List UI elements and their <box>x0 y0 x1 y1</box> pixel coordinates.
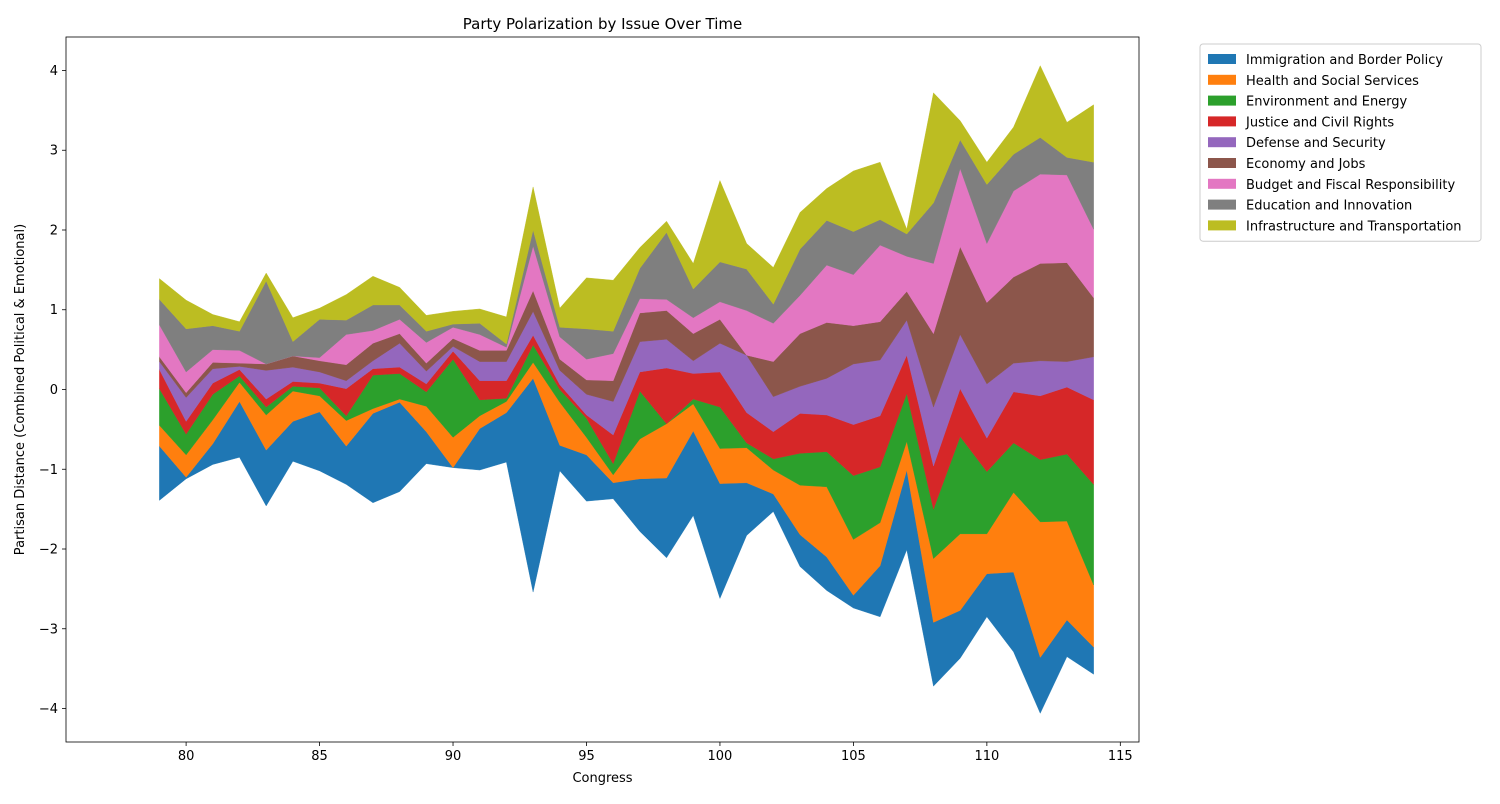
y-tick-label: 2 <box>50 223 58 238</box>
area-series-9 <box>159 65 1094 345</box>
legend-swatch-3 <box>1208 95 1236 106</box>
x-tick-label: 85 <box>311 749 328 764</box>
y-tick-label: −3 <box>39 622 58 637</box>
x-tick-label: 90 <box>445 749 462 764</box>
y-tick-label: 1 <box>50 303 58 318</box>
legend-box <box>1199 43 1482 242</box>
legend-label-5: Defense and Security <box>1246 136 1386 151</box>
chart-title: Party Polarization by Issue Over Time <box>463 15 743 33</box>
legend-swatch-2 <box>1208 74 1236 85</box>
legend-label-1: Immigration and Border Policy <box>1246 53 1443 68</box>
y-tick-label: −1 <box>39 463 58 478</box>
legend-label-9: Infrastructure and Transportation <box>1246 219 1462 234</box>
y-tick-label: −2 <box>39 543 58 558</box>
y-axis: −4 −3 −2 −1 0 1 2 3 4 <box>39 64 66 717</box>
y-tick-label: 0 <box>50 383 58 398</box>
y-tick-label: −4 <box>39 702 58 717</box>
legend-label-3: Environment and Energy <box>1246 95 1408 110</box>
x-tick-label: 100 <box>708 749 733 764</box>
y-tick-label: 3 <box>50 144 58 159</box>
x-tick-label: 115 <box>1108 749 1133 764</box>
legend: Immigration and Border Policy Health and … <box>1199 43 1482 242</box>
legend-label-2: Health and Social Services <box>1246 74 1419 89</box>
x-tick-label: 110 <box>974 749 999 764</box>
x-tick-label: 105 <box>841 749 866 764</box>
legend-swatch-1 <box>1208 54 1236 64</box>
legend-label-8: Education and Innovation <box>1246 199 1412 214</box>
legend-label-7: Budget and Fiscal Responsibility <box>1246 178 1455 193</box>
legend-label-4: Justice and Civil Rights <box>1245 115 1394 130</box>
legend-label-6: Economy and Jobs <box>1246 157 1366 172</box>
legend-swatch-5 <box>1208 137 1236 148</box>
legend-swatch-7 <box>1208 178 1236 189</box>
x-axis-label: Congress <box>572 771 632 786</box>
x-tick-label: 80 <box>178 749 195 764</box>
legend-swatch-9 <box>1208 220 1236 231</box>
legend-swatch-6 <box>1208 158 1236 168</box>
x-axis: 80 85 90 95 100 105 110 115 <box>178 742 1133 764</box>
y-tick-label: 4 <box>50 64 58 79</box>
areas-layer <box>159 65 1094 714</box>
legend-swatch-8 <box>1208 199 1236 210</box>
y-axis-label: Partisan Distance (Combined Political & … <box>13 224 28 555</box>
x-tick-label: 95 <box>578 749 595 764</box>
legend-swatch-4 <box>1208 116 1236 127</box>
